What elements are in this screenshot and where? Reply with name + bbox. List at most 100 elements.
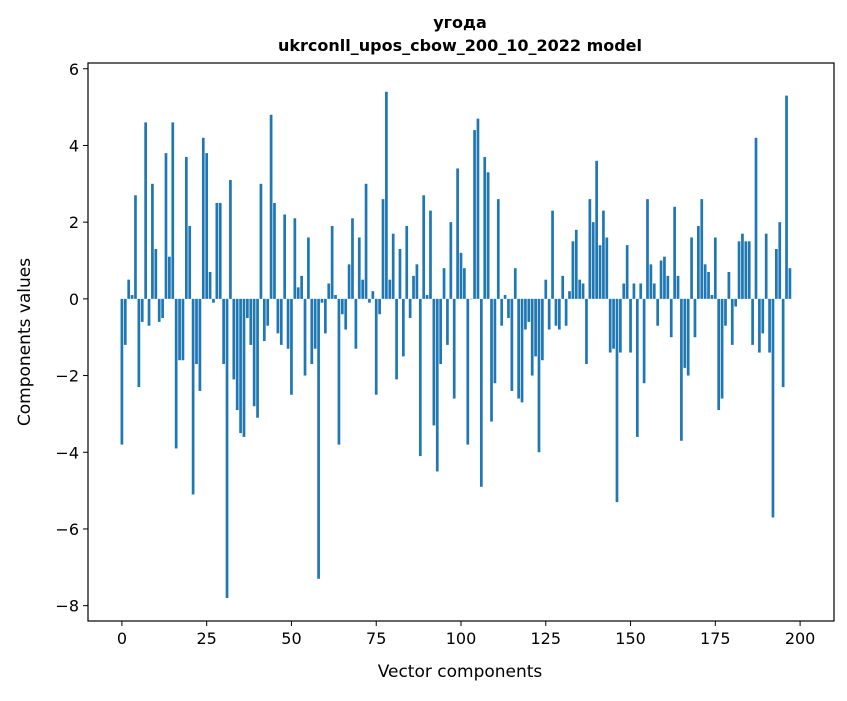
bar: [748, 241, 751, 299]
bar: [182, 299, 185, 360]
bar: [422, 195, 425, 299]
bar: [524, 299, 527, 330]
bar: [375, 299, 378, 395]
bar: [541, 299, 544, 360]
y-tick-label: −2: [55, 367, 79, 386]
bar: [538, 299, 541, 452]
bar: [168, 257, 171, 299]
bar: [154, 249, 157, 299]
bar: [280, 299, 283, 345]
bar: [714, 237, 717, 298]
bar: [660, 261, 663, 299]
bar: [775, 249, 778, 299]
bar: [599, 245, 602, 299]
bar: [216, 203, 219, 299]
bar: [131, 295, 134, 299]
bar: [741, 234, 744, 299]
bar: [239, 299, 242, 433]
bar: [568, 291, 571, 299]
bar: [260, 184, 263, 299]
bar: [704, 264, 707, 299]
bar: [490, 299, 493, 422]
bar: [368, 299, 371, 303]
bar: [192, 299, 195, 495]
bar: [253, 299, 256, 406]
bar: [511, 299, 514, 391]
bar: [161, 299, 164, 318]
bar: [249, 299, 252, 345]
bar: [219, 203, 222, 299]
bar: [256, 299, 259, 418]
bar: [578, 280, 581, 299]
bar: [348, 264, 351, 299]
chart-title-line2: ukrconll_upos_cbow_200_10_2022 model: [278, 36, 642, 55]
bar: [243, 299, 246, 437]
x-tick-label: 150: [615, 629, 646, 648]
bar: [758, 299, 761, 353]
bar: [419, 299, 422, 456]
bar: [151, 184, 154, 299]
bar: [466, 299, 469, 445]
bar: [772, 299, 775, 518]
bar: [412, 276, 415, 299]
bar: [456, 168, 459, 298]
bar: [290, 299, 293, 395]
bar: [236, 299, 239, 410]
bar: [287, 299, 290, 349]
bar: [209, 272, 212, 299]
bar: [158, 299, 161, 322]
bar: [497, 199, 500, 299]
bar: [127, 280, 130, 299]
bar: [487, 172, 490, 299]
bar: [293, 218, 296, 299]
bar: [355, 299, 358, 349]
bar: [341, 299, 344, 314]
bar: [300, 276, 303, 299]
bar: [514, 268, 517, 299]
bar: [700, 199, 703, 299]
bar: [785, 96, 788, 299]
bar: [711, 295, 714, 299]
bar: [232, 299, 235, 380]
bar: [361, 280, 364, 299]
bar: [358, 237, 361, 298]
bar: [385, 92, 388, 299]
bar: [592, 222, 595, 299]
bar: [751, 299, 754, 345]
bar: [229, 180, 232, 299]
bar: [639, 284, 642, 299]
bar: [334, 295, 337, 299]
bar: [494, 299, 497, 383]
bar: [717, 299, 720, 410]
y-tick-label: −4: [55, 443, 79, 462]
bar: [782, 299, 785, 387]
bar: [473, 130, 476, 299]
x-tick-label: 200: [785, 629, 816, 648]
bar: [277, 299, 280, 334]
bar: [449, 222, 452, 299]
bar: [327, 284, 330, 299]
bar: [585, 299, 588, 364]
bar: [694, 299, 697, 337]
bar: [317, 299, 320, 579]
bar: [480, 299, 483, 487]
bar: [344, 299, 347, 330]
bar: [582, 284, 585, 299]
y-tick-label: −6: [55, 520, 79, 539]
bars-group: [121, 92, 792, 598]
bar: [307, 237, 310, 298]
bar: [612, 299, 615, 349]
bar: [443, 268, 446, 299]
bar: [565, 299, 568, 326]
bar: [144, 122, 147, 298]
bar: [395, 299, 398, 380]
bar: [195, 299, 198, 364]
x-tick-label: 125: [530, 629, 561, 648]
bar: [436, 299, 439, 472]
bar: [755, 138, 758, 299]
bar: [416, 264, 419, 299]
bar: [572, 241, 575, 299]
bar: [643, 299, 646, 383]
bar: [555, 299, 558, 326]
